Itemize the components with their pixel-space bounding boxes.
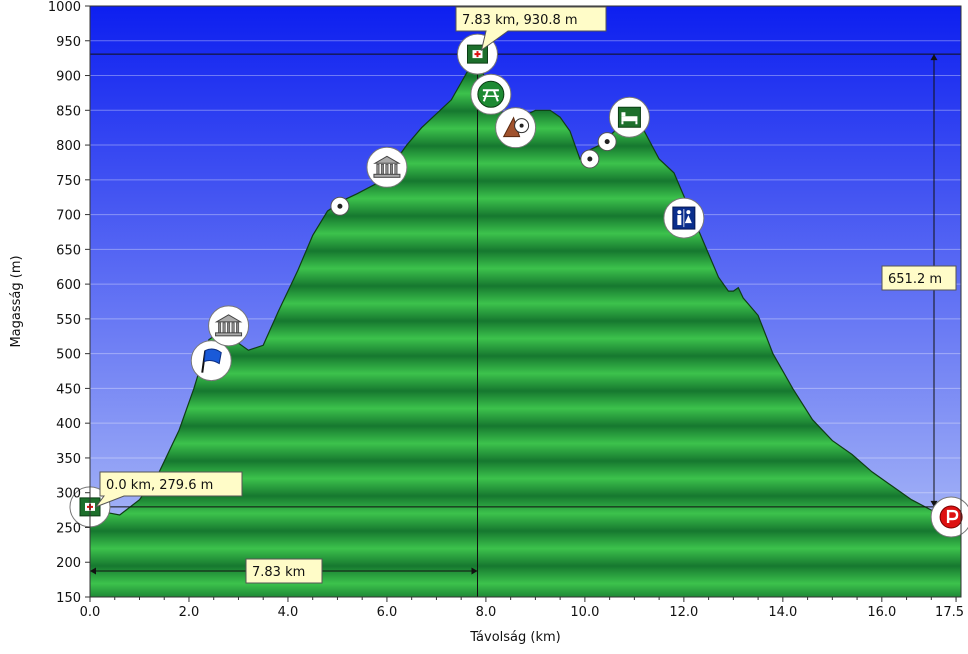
y-tick-label: 750 — [56, 174, 81, 189]
y-axis: 150 200 250 300 350 400 450 500 550 600 650 700 750 8… — [48, 0, 90, 606]
x-tick-label: 4.0 — [278, 605, 299, 620]
icon-column — [394, 164, 398, 175]
callouts: 7.83 km, 930.8 m 0.0 km, 279.6 m 7.83 km 65… — [94, 6, 957, 584]
museum-icon — [366, 146, 408, 188]
hotel-icon — [608, 96, 650, 138]
start-callout-box — [94, 471, 243, 508]
icon-head — [677, 210, 682, 215]
x-tick-label: 10.0 — [570, 605, 599, 620]
y-tick-label: 300 — [56, 487, 81, 502]
y-tick-label: 700 — [56, 209, 81, 224]
icon-cross — [474, 53, 481, 56]
distance-callout-box — [245, 558, 323, 584]
icon-bed-leg — [635, 121, 638, 125]
icon-body — [684, 215, 692, 224]
museum-icon — [208, 305, 250, 347]
elevation-area — [90, 54, 961, 597]
gain-arrow-head — [930, 500, 938, 507]
peak-callout: 7.83 km, 930.8 m — [455, 6, 607, 52]
icon-column — [380, 164, 384, 175]
y-tick-label: 550 — [56, 313, 81, 328]
gain-arrow-head — [930, 54, 938, 61]
y-tick-label: 500 — [56, 348, 81, 363]
y-tick-label: 250 — [56, 521, 81, 536]
icon-base — [215, 332, 243, 337]
x-tick-label: 8.0 — [476, 605, 497, 620]
icon-column — [376, 164, 380, 175]
icon-head — [686, 210, 691, 215]
y-tick-label: 350 — [56, 452, 81, 467]
point-icon — [580, 149, 600, 169]
icon-roof — [214, 314, 243, 323]
flag-icon — [190, 340, 232, 382]
x-tick-label: 16.0 — [867, 605, 896, 620]
x-tick-label: 2.0 — [179, 605, 200, 620]
icon-column — [231, 322, 235, 334]
start-callout-label: 0.0 km, 279.6 m — [106, 478, 213, 493]
toilet-icon — [663, 197, 705, 239]
plot-frame — [89, 5, 962, 598]
x-tick-label: 17.5 — [935, 605, 964, 620]
y-tick-label: 900 — [56, 70, 81, 85]
icon-bed-leg — [621, 121, 624, 125]
icon-body — [677, 215, 682, 226]
icon-column — [218, 322, 222, 334]
y-tick-label: 450 — [56, 382, 81, 397]
marker-dot — [604, 139, 610, 145]
icon-column — [236, 322, 240, 334]
icon-disc — [477, 80, 505, 108]
gain-callout-label: 651.2 m — [888, 272, 942, 287]
x-axis: 0.0 2.0 4.0 6.0 8.0 10.0 12.0 14.0 16.0 17.5 — [80, 597, 964, 620]
y-axis-title: Magasság (m) — [9, 255, 24, 347]
icon-column — [389, 164, 393, 175]
distance-arrow-head — [471, 567, 478, 575]
parking-icon — [930, 496, 968, 538]
peak-callout-label: 7.83 km, 930.8 m — [462, 13, 578, 28]
x-tick-label: 6.0 — [377, 605, 398, 620]
point-icon — [597, 132, 617, 152]
distance-callout-label: 7.83 km — [252, 565, 305, 580]
marker-dot — [337, 203, 343, 209]
y-tick-label: 200 — [56, 556, 81, 571]
marker-dot — [587, 156, 593, 162]
icon-bed — [621, 116, 638, 122]
icon-base — [373, 173, 401, 178]
gain-callout-box — [881, 265, 957, 291]
point-icon — [330, 196, 350, 216]
distance-callout: 7.83 km — [245, 558, 323, 584]
distance-arrow-head — [90, 567, 96, 575]
start-callout: 0.0 km, 279.6 m — [94, 471, 243, 508]
y-tick-label: 1000 — [48, 0, 81, 15]
icon-letter-p — [946, 509, 959, 524]
y-tick-label: 600 — [56, 278, 81, 293]
icon-column — [222, 322, 226, 334]
icon-flag — [203, 348, 222, 365]
peak-callout-box — [455, 6, 607, 52]
x-tick-label: 12.0 — [669, 605, 698, 620]
icon-ring-dot — [519, 123, 524, 128]
icon-roof — [373, 155, 401, 164]
mine-icon — [495, 107, 537, 149]
y-tick-label: 400 — [56, 417, 81, 432]
icon-disc — [939, 505, 963, 529]
gain-callout: 651.2 m — [881, 265, 957, 291]
icon-column — [227, 322, 231, 334]
icon-pillow — [621, 112, 626, 117]
y-tick-label: 950 — [56, 35, 81, 50]
crosshair-lines — [90, 53, 961, 597]
y-tick-label: 650 — [56, 243, 81, 258]
x-tick-label: 14.0 — [768, 605, 797, 620]
icon-column — [385, 164, 389, 175]
y-tick-label: 800 — [56, 139, 81, 154]
y-tick-label: 150 — [56, 591, 81, 606]
y-tick-label: 850 — [56, 104, 81, 119]
x-tick-label: 0.0 — [80, 605, 101, 620]
picnic-icon — [470, 73, 512, 115]
x-axis-title: Távolság (km) — [469, 630, 560, 645]
